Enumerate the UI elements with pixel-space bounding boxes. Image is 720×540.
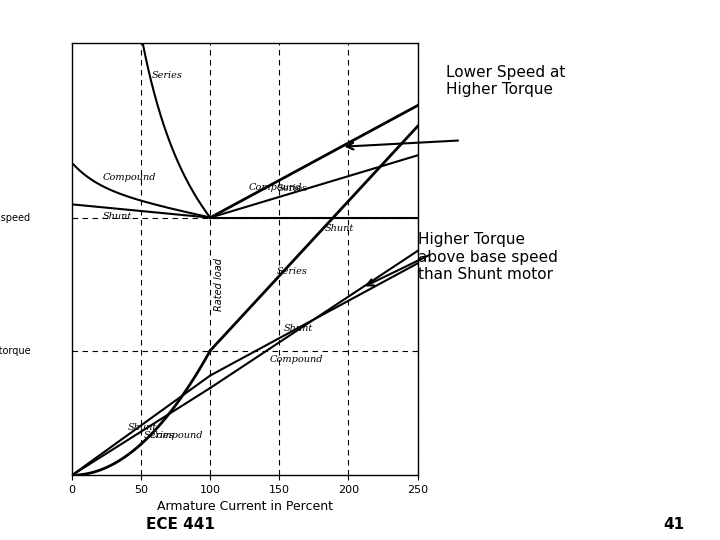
- Text: Shunt: Shunt: [102, 212, 132, 221]
- Text: Compound: Compound: [249, 184, 302, 192]
- Text: Higher Torque
above base speed
than Shunt motor: Higher Torque above base speed than Shun…: [418, 232, 557, 282]
- Text: Rated load: Rated load: [215, 258, 225, 310]
- Text: Series: Series: [152, 71, 183, 80]
- Text: Compound: Compound: [102, 173, 156, 181]
- Text: Lower Speed at
Higher Torque: Lower Speed at Higher Torque: [446, 65, 566, 97]
- Text: 100% speed: 100% speed: [0, 213, 30, 222]
- Text: Series: Series: [276, 184, 307, 193]
- Text: Compound: Compound: [150, 431, 203, 440]
- Text: 100% torque: 100% torque: [0, 346, 30, 355]
- Text: Shunt: Shunt: [284, 324, 312, 333]
- Text: Shunt: Shunt: [325, 224, 354, 233]
- Text: Shunt: Shunt: [127, 423, 156, 432]
- X-axis label: Armature Current in Percent: Armature Current in Percent: [157, 501, 333, 514]
- Text: Compound: Compound: [270, 355, 323, 364]
- Text: ECE 441: ECE 441: [145, 517, 215, 532]
- Text: Series: Series: [144, 431, 175, 440]
- Text: Series: Series: [276, 267, 307, 276]
- Text: 41: 41: [663, 517, 684, 532]
